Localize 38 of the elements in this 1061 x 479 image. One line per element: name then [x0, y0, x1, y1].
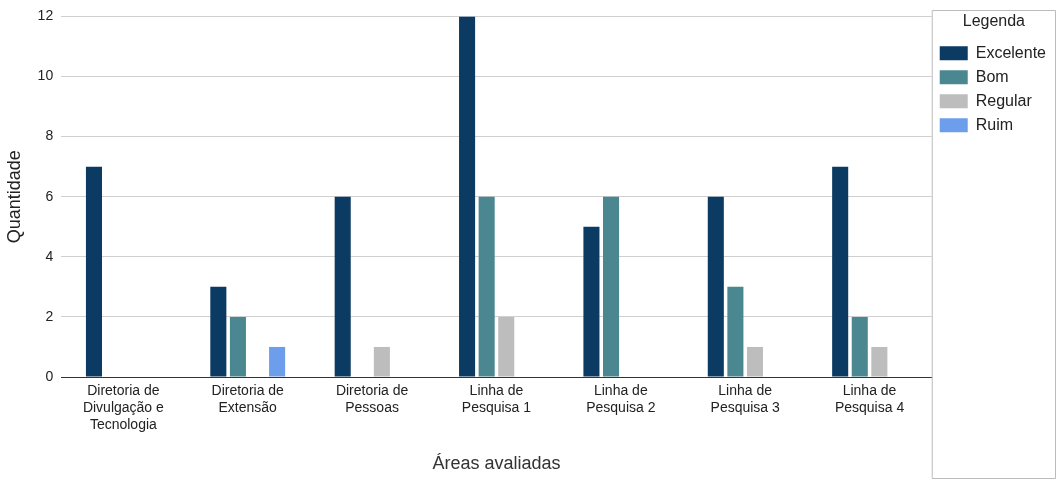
legend-label: Excelente	[975, 43, 1047, 61]
x-tick-label: Diretoria de Extensão	[211, 382, 285, 416]
legend-title: Legenda	[962, 12, 1026, 30]
bar	[459, 16, 476, 377]
x-tick-label: Diretoria de Divulgação e Tecnologia	[82, 382, 165, 432]
bar	[583, 226, 600, 377]
bar	[707, 196, 724, 377]
x-tick-label: Linha de Pesquisa 1	[461, 382, 532, 416]
bar	[210, 286, 227, 377]
y-tick-label: 6	[45, 187, 54, 204]
bar	[334, 196, 351, 377]
x-axis-title: Áreas avaliadas	[432, 453, 561, 474]
bar	[229, 316, 246, 377]
bar	[85, 166, 103, 377]
x-tick-label: Linha de Pesquisa 4	[834, 382, 905, 416]
bar	[373, 346, 390, 377]
x-tick-label: Diretoria de Pessoas	[335, 382, 409, 416]
bar	[851, 316, 868, 377]
y-tick-label: 0	[45, 367, 54, 384]
bar	[727, 286, 744, 377]
x-tick-label: Linha de Pesquisa 3	[710, 382, 781, 416]
bar	[746, 346, 764, 377]
y-tick-label: 12	[37, 7, 54, 24]
bar	[871, 346, 888, 377]
bar	[269, 346, 286, 377]
legend-label: Bom	[975, 67, 1009, 85]
bar	[498, 316, 515, 377]
legend-label: Regular	[975, 91, 1033, 109]
bar	[832, 166, 849, 377]
y-tick-label: 8	[45, 127, 54, 144]
y-tick-label: 10	[37, 67, 54, 84]
y-tick-label: 2	[45, 307, 54, 324]
bar	[603, 196, 620, 377]
legend-label: Ruim	[975, 115, 1014, 133]
y-axis-title: Quantidade	[3, 150, 24, 244]
bar	[478, 196, 495, 377]
y-tick-label: 4	[45, 247, 54, 264]
x-tick-label: Linha de Pesquisa 2	[586, 382, 656, 416]
